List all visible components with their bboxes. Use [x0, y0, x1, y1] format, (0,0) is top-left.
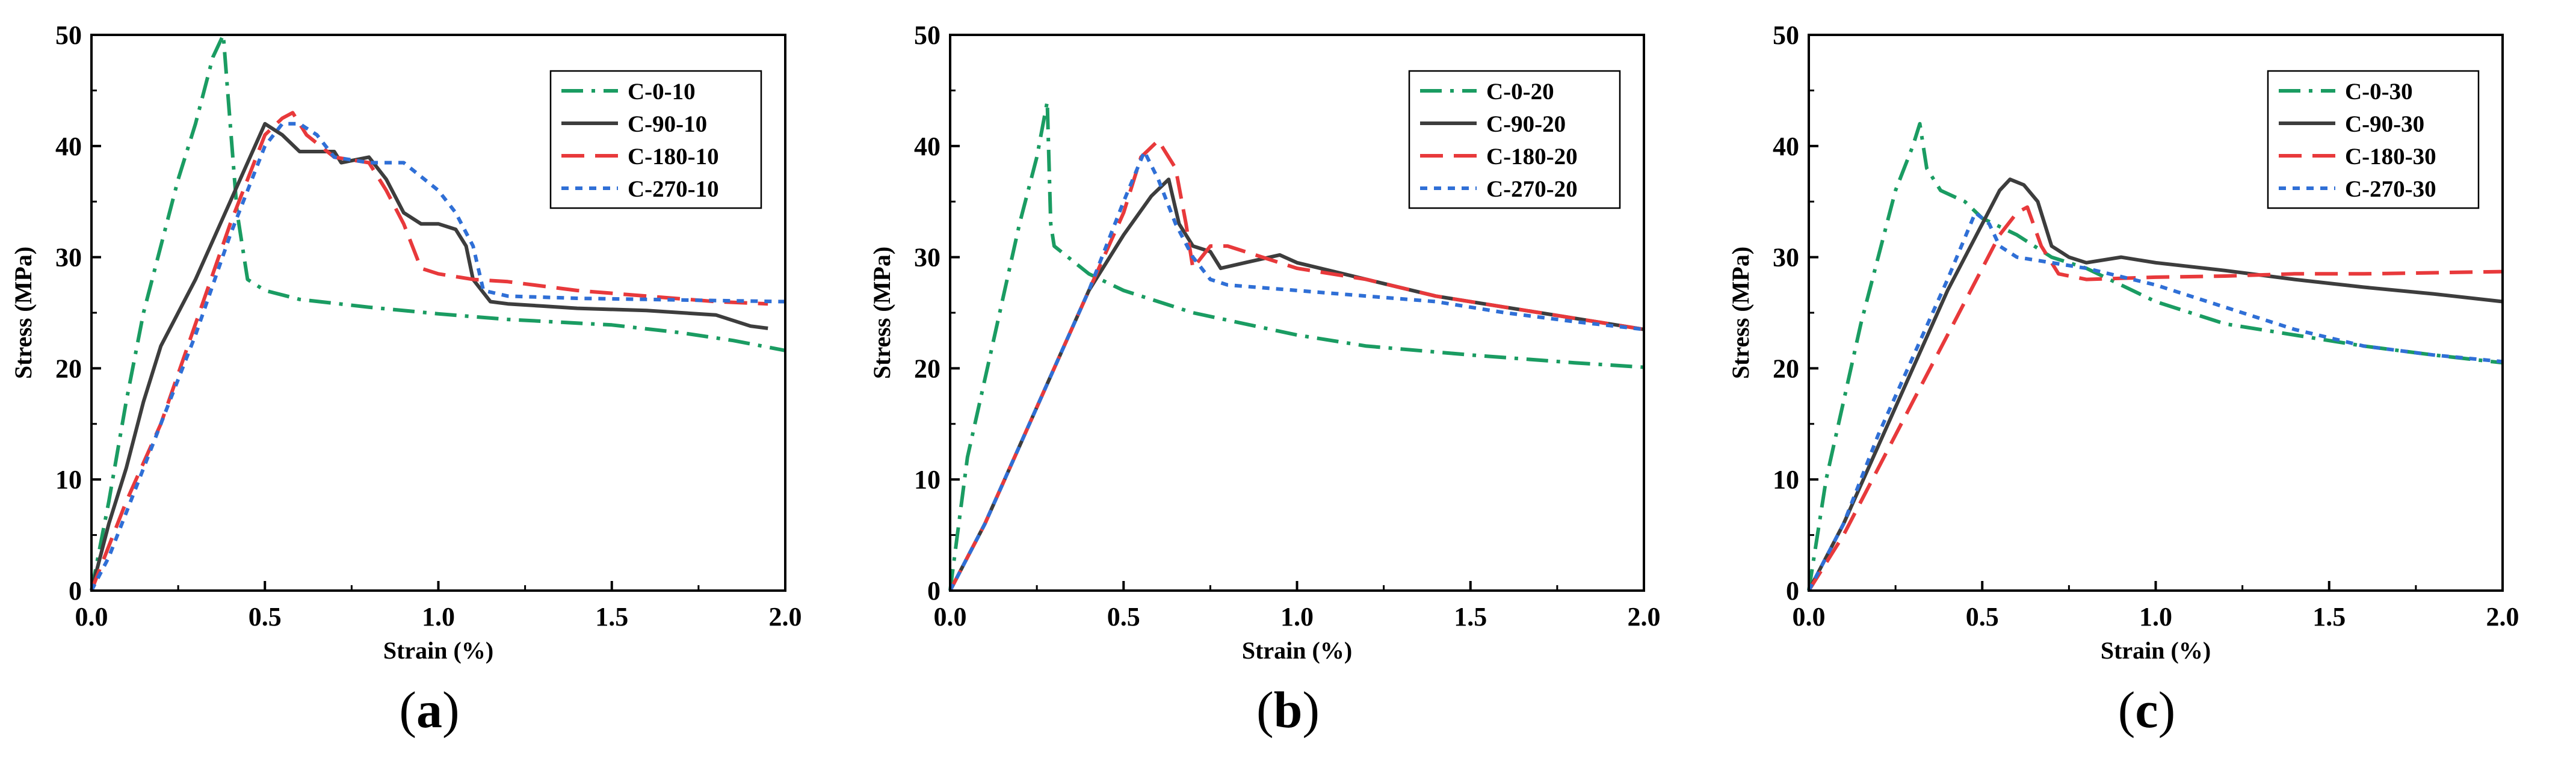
caption-c: (c)	[2117, 681, 2176, 739]
chart-b-x-tick-label: 0.5	[1107, 602, 1140, 631]
chart-b-legend-label-c-270-20: C-270-20	[1486, 176, 1578, 202]
chart-b-y-axis-title: Stress (MPa)	[868, 247, 895, 379]
chart-c-x-tick-label: 1.0	[2139, 602, 2172, 631]
chart-c-x-tick-label: 2.0	[2486, 602, 2519, 631]
chart-a-legend-box	[549, 70, 762, 209]
chart-a-y-axis-title: Stress (MPa)	[10, 247, 37, 379]
chart-a-legend-label-c-0-10: C-0-10	[628, 79, 696, 105]
chart-a-x-axis-title: Strain (%)	[383, 637, 493, 664]
chart-c-series-c-270-30	[1807, 210, 2503, 592]
chart-a-y-tick-label: 50	[55, 20, 82, 50]
chart-a-x-tick-label: 1.0	[422, 602, 455, 631]
chart-b-y-tick-label: 0	[927, 576, 941, 606]
chart-a-y-tick-label: 30	[55, 243, 82, 272]
chart-b-legend-box	[1408, 70, 1621, 209]
chart-b-series-c-180-20	[948, 138, 1645, 592]
caption-c-label: c	[2135, 681, 2158, 739]
chart-a-legend-label-c-90-10: C-90-10	[628, 111, 707, 137]
caption-b: (b)	[1256, 681, 1320, 739]
chart-a-x-tick-label: 0.0	[75, 602, 108, 631]
chart-c-legend-label-c-180-30: C-180-30	[2345, 144, 2436, 170]
chart-a-legend-label-c-180-10: C-180-10	[628, 144, 719, 170]
panel-c: 0.0 0.5 1.0 1.5 2.0 0 10 20 30 40 50 Strain (%) Stre…	[1717, 0, 2576, 759]
caption-a: (a)	[399, 681, 460, 739]
chart-b-legend-label-c-90-20: C-90-20	[1486, 111, 1566, 137]
caption-b-label: b	[1273, 681, 1303, 739]
chart-b-x-tick-label: 0.0	[934, 602, 967, 631]
chart-c: 0.0 0.5 1.0 1.5 2.0 0 10 20 30 40 50 Strain (%) Stre…	[1727, 20, 2519, 664]
chart-b-y-tick-label: 10	[914, 465, 941, 494]
chart-b-series-c-0-20	[948, 99, 1645, 591]
chart-b-x-tick-label: 1.0	[1280, 602, 1314, 631]
chart-a-x-tick-label: 2.0	[769, 602, 802, 631]
panel-a: 0.0 0.5 1.0 1.5 2.0 0 10 20 30 40 50 Strain (%) Stre…	[0, 0, 859, 759]
chart-c-series-c-180-30	[1807, 205, 2503, 592]
chart-b-y-tick-label: 20	[914, 354, 941, 383]
chart-a-y-tick-label: 10	[55, 465, 82, 494]
chart-b-legend-label-c-180-20: C-180-20	[1486, 144, 1578, 170]
chart-a-series-c-270-10	[90, 121, 786, 592]
chart-b-x-tick-label: 2.0	[1628, 602, 1661, 631]
chart-a-series-c-0-10	[90, 33, 786, 591]
chart-a-y-tick-label: 0	[69, 576, 82, 606]
chart-c-series-c-0-30	[1807, 121, 2503, 591]
chart-c-y-axis-title: Stress (MPa)	[1727, 247, 1754, 379]
chart-c-y-tick-label: 50	[1773, 20, 1799, 50]
chart-b-legend-label-c-0-20: C-0-20	[1486, 79, 1554, 105]
chart-c-series-c-90-30	[1807, 177, 2503, 592]
chart-a: 0.0 0.5 1.0 1.5 2.0 0 10 20 30 40 50 Strain (%) Stre…	[10, 20, 802, 664]
chart-a-series-c-180-10	[90, 111, 768, 592]
chart-c-x-tick-label: 0.0	[1793, 602, 1826, 631]
chart-c-legend-label-c-0-30: C-0-30	[2345, 79, 2413, 105]
chart-c-y-tick-label: 40	[1773, 132, 1799, 161]
chart-c-y-tick-label: 10	[1773, 465, 1799, 494]
chart-c-legend-label-c-90-30: C-90-30	[2345, 111, 2424, 137]
chart-c-x-tick-label: 0.5	[1966, 602, 1999, 631]
chart-b-x-tick-label: 1.5	[1454, 602, 1487, 631]
chart-c-x-axis-title: Strain (%)	[2101, 637, 2211, 664]
chart-a-y-tick-label: 40	[55, 132, 82, 161]
chart-c-y-tick-label: 20	[1773, 354, 1799, 383]
chart-b-y-tick-label: 50	[914, 20, 941, 50]
chart-a-x-tick-label: 1.5	[595, 602, 628, 631]
chart-b: 0.0 0.5 1.0 1.5 2.0 0 10 20 30 40 50 Strain (%) Stre…	[868, 20, 1661, 664]
chart-c-legend-label-c-270-30: C-270-30	[2345, 176, 2436, 202]
chart-c-y-tick-label: 30	[1773, 243, 1799, 272]
chart-c-legend-box	[2267, 70, 2480, 209]
chart-b-x-axis-title: Strain (%)	[1242, 637, 1352, 664]
chart-a-series-c-90-10	[90, 121, 768, 591]
caption-a-label: a	[416, 681, 442, 739]
chart-a-x-tick-label: 0.5	[249, 602, 282, 631]
chart-b-series-c-270-20	[948, 150, 1645, 592]
chart-a-y-tick-label: 20	[55, 354, 82, 383]
chart-c-x-tick-label: 1.5	[2312, 602, 2346, 631]
chart-c-y-tick-label: 0	[1786, 576, 1799, 606]
chart-b-y-tick-label: 30	[914, 243, 941, 272]
panel-b: 0.0 0.5 1.0 1.5 2.0 0 10 20 30 40 50 Strain (%) Stre…	[859, 0, 1717, 759]
chart-a-legend-label-c-270-10: C-270-10	[628, 176, 719, 202]
chart-b-y-tick-label: 40	[914, 132, 941, 161]
